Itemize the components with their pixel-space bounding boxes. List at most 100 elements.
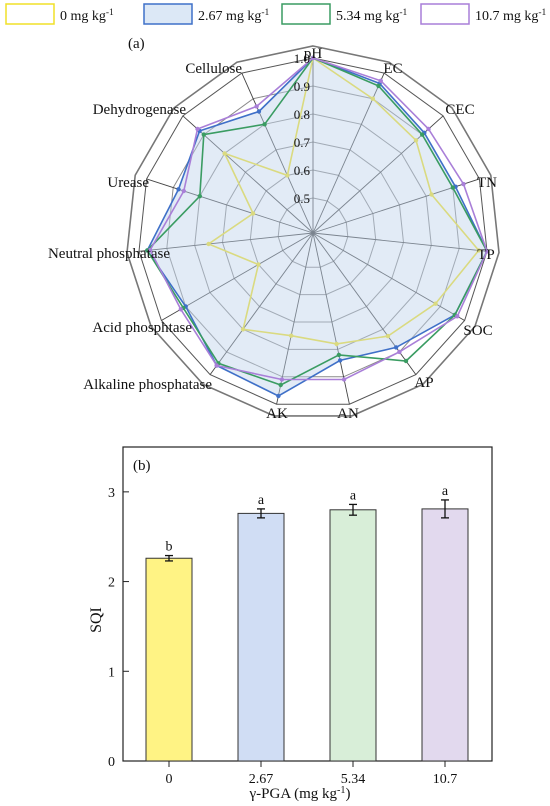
series-point xyxy=(289,333,294,338)
series-point xyxy=(385,333,391,339)
axis-label: AN xyxy=(337,406,359,422)
x-tick-label: 2.67 xyxy=(249,772,274,787)
radial-tick-label: 0.5 xyxy=(294,191,310,206)
legend-label: 5.34 mg kg-1 xyxy=(336,8,408,24)
series-point xyxy=(429,192,434,197)
series-line xyxy=(146,57,488,397)
grid-ring xyxy=(194,113,432,350)
radial-tick-label: 0.6 xyxy=(294,163,311,178)
axis-label: CEC xyxy=(445,102,474,118)
x-tick-label: 5.34 xyxy=(341,772,366,787)
axis-label: TP xyxy=(477,247,495,263)
series-point xyxy=(195,126,200,132)
significance-letter: a xyxy=(442,484,449,499)
x-tick-label: 0 xyxy=(166,772,173,787)
series-point xyxy=(433,301,438,306)
spoke xyxy=(209,232,314,375)
axis-label: Dehydrogenase xyxy=(93,102,187,118)
radial-tick-label: 0.9 xyxy=(294,79,310,94)
series-point xyxy=(334,341,339,347)
series-point xyxy=(376,83,381,89)
grid-ring xyxy=(138,57,488,405)
spoke xyxy=(312,232,350,405)
legend-label: 2.67 mg kg-1 xyxy=(198,8,270,24)
bar xyxy=(237,512,285,762)
axis-label: Urease xyxy=(107,175,149,191)
series-line xyxy=(149,57,488,381)
grid-ring xyxy=(221,141,405,323)
series-point xyxy=(420,132,425,137)
axis-label: AK xyxy=(266,406,288,422)
series-point xyxy=(370,96,375,101)
series-point xyxy=(279,377,285,382)
series-point xyxy=(206,241,211,247)
bar xyxy=(329,509,377,762)
series-point xyxy=(393,345,399,350)
series-point xyxy=(378,78,383,84)
x-axis-label: γ-PGA (mg kg-1) xyxy=(249,785,351,802)
significance-letter: a xyxy=(258,493,265,508)
series-point xyxy=(426,126,431,132)
series-point xyxy=(455,314,460,319)
radar-chart: (a) 0.5 0.6 0.7 0.8 0.9 1.0pH EC CEC TN TP SOC AP AN… xyxy=(48,36,500,422)
y-tick-label: 1 xyxy=(108,665,115,680)
radial-tick-label: 0.7 xyxy=(294,135,311,150)
radial-tick-label: 0.8 xyxy=(294,107,310,122)
series-point xyxy=(285,173,290,178)
bar xyxy=(145,557,193,762)
series-point xyxy=(276,393,281,399)
series-point xyxy=(484,249,490,254)
series-point xyxy=(256,109,262,114)
plot-frame xyxy=(122,446,493,762)
panel-label-b: (b) xyxy=(133,458,151,474)
series-point xyxy=(310,55,316,61)
series-line xyxy=(146,57,488,386)
axis-label: Neutral phosphatase xyxy=(48,246,170,262)
significance-letter: b xyxy=(166,540,173,555)
series-point xyxy=(336,352,342,358)
significance-letter: a xyxy=(350,488,357,503)
series-point xyxy=(178,307,183,312)
axis-label: SOC xyxy=(463,323,492,339)
axis-label: Cellulose xyxy=(185,61,242,77)
series-point xyxy=(278,382,283,388)
series-point xyxy=(254,104,259,109)
axis-label: AP xyxy=(414,375,433,391)
legend-swatch xyxy=(5,3,55,25)
y-tick-label: 3 xyxy=(108,486,115,501)
series-point xyxy=(262,122,267,127)
series-point xyxy=(181,188,186,194)
y-tick-label: 2 xyxy=(108,576,115,591)
grid-ring xyxy=(249,169,377,296)
legend-swatch xyxy=(143,3,193,25)
axis-label: TN xyxy=(477,175,497,191)
y-axis-label: SQI xyxy=(88,607,105,633)
y-tick-label: 0 xyxy=(108,755,115,770)
series-point xyxy=(214,363,219,368)
axis-label: EC xyxy=(383,61,402,77)
legend: 0 mg kg-1 2.67 mg kg-1 5.34 mg kg-1 10.7 mg… xyxy=(5,3,547,25)
series-point xyxy=(413,138,419,143)
series-point xyxy=(222,151,227,156)
axis-label: Alkaline phosphatase xyxy=(83,377,212,393)
spoke xyxy=(146,178,314,234)
legend-label: 0 mg kg-1 xyxy=(60,8,114,24)
spoke xyxy=(312,232,488,252)
series-point xyxy=(250,211,256,216)
legend-swatch xyxy=(281,3,331,25)
outer-frame xyxy=(126,45,500,417)
legend-swatch xyxy=(420,3,470,25)
series-point xyxy=(341,377,347,382)
grid-ring xyxy=(277,197,349,268)
series-point xyxy=(476,248,481,253)
legend-label: 10.7 mg kg-1 xyxy=(475,8,547,24)
radial-tick-label: 1.0 xyxy=(294,51,310,66)
spoke xyxy=(276,232,314,405)
series-point xyxy=(461,181,466,187)
series-point xyxy=(450,185,455,190)
series-point xyxy=(197,194,202,199)
series-point xyxy=(176,187,181,192)
series-point xyxy=(240,327,246,332)
axis-label: pH xyxy=(304,46,323,62)
